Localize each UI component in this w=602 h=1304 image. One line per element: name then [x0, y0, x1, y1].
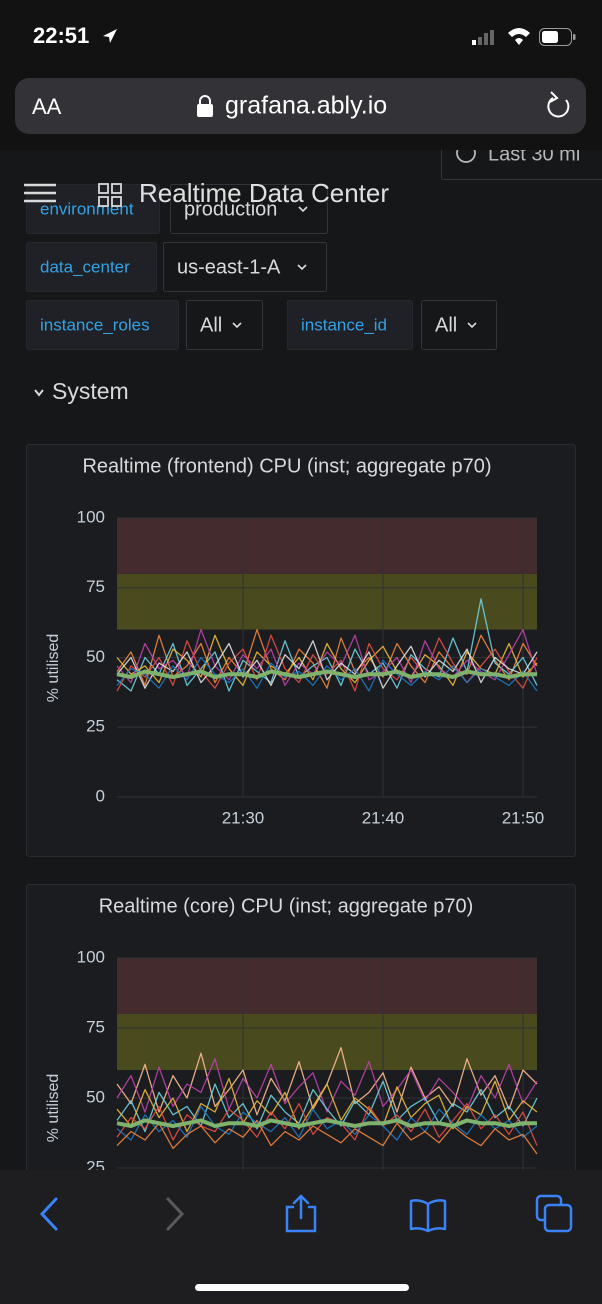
- y-tick-label: 25: [86, 717, 105, 736]
- series-line: [116, 628, 538, 687]
- dashboard-title[interactable]: Realtime Data Center: [139, 178, 389, 208]
- threshold-band: [117, 518, 537, 574]
- toolbar: [0, 1170, 602, 1304]
- caret: [297, 264, 307, 271]
- variable-label: environment: [40, 199, 134, 218]
- variable-label-box: [26, 184, 160, 234]
- url[interactable]: grafana.ably.io: [225, 92, 387, 120]
- text-size-button[interactable]: AA: [32, 94, 62, 119]
- battery-level: [542, 31, 558, 43]
- threshold-band: [117, 1014, 537, 1070]
- row-title[interactable]: System: [52, 378, 129, 404]
- series-line: [116, 1102, 538, 1146]
- variable-value[interactable]: us-east-1-A: [177, 256, 281, 278]
- wifi-icon: [508, 28, 530, 45]
- variable-dropdown[interactable]: [186, 300, 263, 350]
- series-line: [116, 1105, 538, 1141]
- variable-label-box: [26, 242, 157, 292]
- variable-value[interactable]: All: [200, 314, 222, 336]
- reload-icon[interactable]: [547, 97, 570, 118]
- y-tick-label: 100: [77, 947, 105, 966]
- back-button[interactable]: [39, 1197, 58, 1231]
- series-line: [116, 640, 538, 689]
- y-tick-label: 75: [86, 577, 105, 596]
- caret: [232, 322, 242, 329]
- series-line: [116, 1080, 538, 1133]
- signal-icon: [472, 30, 494, 45]
- location-icon: [103, 29, 117, 43]
- variable-dropdown[interactable]: [421, 300, 497, 350]
- series-line: [116, 669, 537, 679]
- panel-title: Realtime (core) CPU (inst; aggregate p70…: [99, 895, 474, 917]
- battery-tip: [573, 34, 576, 40]
- dashboard-icon[interactable]: [98, 183, 122, 207]
- y-tick-label: 0: [96, 786, 105, 805]
- series-line: [116, 1118, 537, 1128]
- threshold-band: [117, 958, 537, 1014]
- tabs-button[interactable]: [535, 1194, 573, 1233]
- caret: [467, 322, 477, 329]
- home-indicator: [195, 1284, 409, 1291]
- series-line: [116, 634, 538, 687]
- y-axis-label: % utilised: [45, 634, 62, 702]
- x-tick-label: 21:40: [362, 808, 405, 827]
- variable-label: data_center: [40, 257, 130, 276]
- series-line: [116, 628, 538, 689]
- forward-button[interactable]: [166, 1197, 185, 1231]
- variables: environment production data_center us-ea…: [26, 184, 497, 350]
- variable-label-box: [26, 300, 179, 350]
- charts: 025507510021:3021:4021:50025507510021:30…: [77, 507, 545, 1268]
- x-tick-label: 21:50: [502, 808, 545, 827]
- reload-arrow: [549, 91, 559, 103]
- variable-label-box: [287, 300, 413, 350]
- y-tick-label: 75: [86, 1017, 105, 1036]
- variable-label: instance_id: [301, 315, 387, 334]
- series-line: [116, 1058, 538, 1113]
- share-button[interactable]: [285, 1194, 317, 1233]
- y-tick-label: 50: [86, 647, 105, 666]
- bookmarks-button[interactable]: [409, 1199, 447, 1233]
- battery-icon: [539, 28, 572, 46]
- caret: [298, 206, 308, 213]
- series-line: [116, 1077, 538, 1133]
- variable-value[interactable]: production: [184, 198, 277, 220]
- clock: 22:51: [33, 23, 89, 48]
- variable-value[interactable]: All: [435, 314, 457, 336]
- variable-dropdown[interactable]: [170, 184, 328, 234]
- menu-icon[interactable]: [24, 183, 56, 203]
- series-line: [116, 656, 538, 692]
- y-tick-label: 100: [77, 507, 105, 526]
- variable-dropdown[interactable]: [163, 242, 327, 292]
- row-collapse-icon[interactable]: [34, 389, 44, 397]
- variable-label: instance_roles: [40, 315, 150, 334]
- threshold-band: [117, 573, 537, 630]
- series-line: [116, 1119, 538, 1155]
- x-tick-label: 21:30: [222, 808, 265, 827]
- y-axis-label: % utilised: [45, 1074, 62, 1142]
- y-tick-label: 50: [86, 1087, 105, 1106]
- panel-title: Realtime (frontend) CPU (inst; aggregate…: [82, 455, 491, 477]
- lock-icon: [197, 95, 213, 117]
- url-bar[interactable]: [15, 78, 586, 134]
